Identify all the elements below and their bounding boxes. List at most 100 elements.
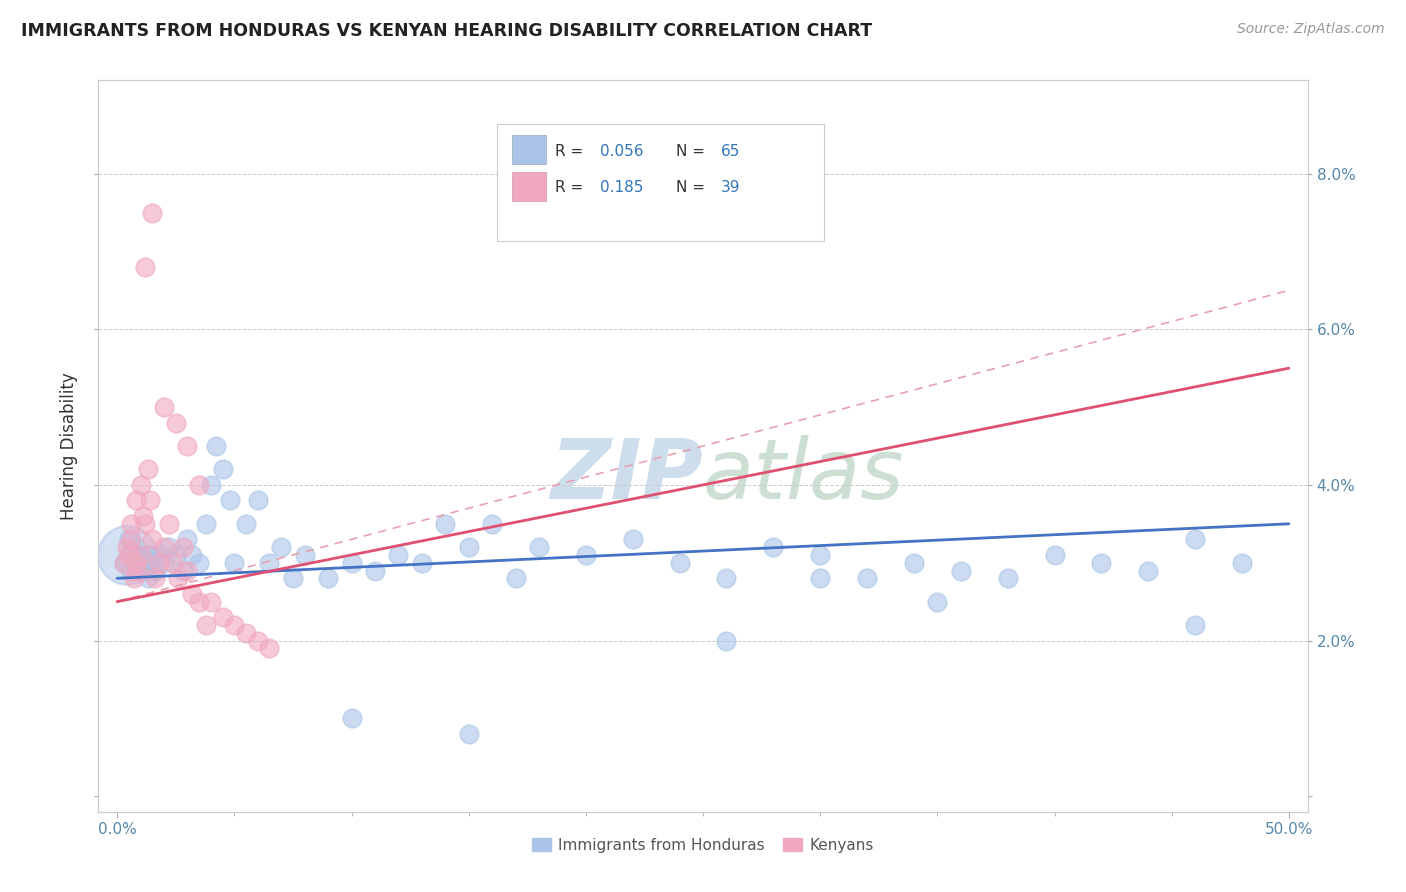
- Point: [188, 478, 211, 492]
- Point: [125, 540, 148, 554]
- Point: [134, 516, 156, 531]
- Point: [143, 571, 166, 585]
- Point: [181, 587, 204, 601]
- Point: [157, 516, 180, 531]
- Point: [188, 556, 211, 570]
- Text: 65: 65: [721, 144, 741, 159]
- FancyBboxPatch shape: [498, 124, 824, 241]
- Point: [122, 548, 145, 562]
- Point: [141, 556, 163, 570]
- Y-axis label: Hearing Disability: Hearing Disability: [60, 372, 79, 520]
- Point: [167, 571, 190, 585]
- Point: [505, 571, 527, 585]
- Point: [139, 548, 162, 562]
- Point: [136, 462, 159, 476]
- Text: R =: R =: [555, 180, 589, 195]
- Point: [172, 540, 194, 554]
- Point: [1090, 556, 1112, 570]
- Point: [224, 618, 246, 632]
- Point: [340, 711, 363, 725]
- Point: [527, 540, 550, 554]
- Point: [997, 571, 1019, 585]
- Point: [134, 260, 156, 274]
- Bar: [512, 171, 546, 201]
- Point: [165, 548, 187, 562]
- Point: [143, 564, 166, 578]
- Point: [118, 548, 141, 562]
- Point: [125, 493, 148, 508]
- Point: [856, 571, 879, 585]
- Point: [457, 727, 479, 741]
- Point: [294, 548, 316, 562]
- Point: [1043, 548, 1066, 562]
- Point: [132, 509, 155, 524]
- Point: [200, 594, 222, 608]
- Point: [148, 548, 170, 562]
- Point: [127, 564, 149, 578]
- Point: [364, 564, 387, 578]
- Point: [235, 625, 257, 640]
- Text: ZIP: ZIP: [550, 434, 703, 516]
- Point: [270, 540, 292, 554]
- Point: [118, 548, 141, 562]
- Point: [153, 540, 176, 554]
- Point: [195, 516, 218, 531]
- Point: [1184, 618, 1206, 632]
- Point: [172, 564, 194, 578]
- Point: [120, 516, 142, 531]
- Point: [176, 533, 198, 547]
- Point: [211, 462, 233, 476]
- Point: [340, 556, 363, 570]
- Text: R =: R =: [555, 144, 589, 159]
- Point: [434, 516, 457, 531]
- Point: [139, 493, 162, 508]
- Point: [141, 205, 163, 219]
- Point: [1137, 564, 1160, 578]
- Point: [316, 571, 339, 585]
- Point: [115, 548, 138, 562]
- Point: [115, 540, 138, 554]
- Point: [246, 633, 269, 648]
- Point: [122, 571, 145, 585]
- Point: [195, 618, 218, 632]
- Text: 0.185: 0.185: [600, 180, 644, 195]
- Point: [120, 533, 142, 547]
- Point: [176, 564, 198, 578]
- Point: [1184, 533, 1206, 547]
- Point: [457, 540, 479, 554]
- Point: [136, 571, 159, 585]
- Text: Source: ZipAtlas.com: Source: ZipAtlas.com: [1237, 22, 1385, 37]
- Point: [157, 540, 180, 554]
- Point: [129, 548, 152, 562]
- Point: [762, 540, 785, 554]
- Point: [808, 571, 831, 585]
- Point: [218, 493, 240, 508]
- Point: [134, 556, 156, 570]
- Bar: [512, 135, 546, 164]
- Point: [200, 478, 222, 492]
- Point: [387, 548, 409, 562]
- Point: [112, 556, 135, 570]
- Point: [188, 594, 211, 608]
- Point: [176, 439, 198, 453]
- Text: IMMIGRANTS FROM HONDURAS VS KENYAN HEARING DISABILITY CORRELATION CHART: IMMIGRANTS FROM HONDURAS VS KENYAN HEARI…: [21, 22, 872, 40]
- Legend: Immigrants from Honduras, Kenyans: Immigrants from Honduras, Kenyans: [526, 831, 880, 859]
- Point: [716, 633, 738, 648]
- Point: [575, 548, 598, 562]
- Point: [411, 556, 433, 570]
- Point: [181, 548, 204, 562]
- Point: [120, 564, 142, 578]
- Point: [481, 516, 503, 531]
- Point: [224, 556, 246, 570]
- Point: [927, 594, 949, 608]
- Text: N =: N =: [676, 144, 710, 159]
- Point: [129, 478, 152, 492]
- Point: [259, 641, 281, 656]
- Point: [112, 556, 135, 570]
- Point: [125, 556, 148, 570]
- Point: [716, 571, 738, 585]
- Text: N =: N =: [676, 180, 710, 195]
- Point: [808, 548, 831, 562]
- Point: [621, 533, 644, 547]
- Point: [118, 533, 141, 547]
